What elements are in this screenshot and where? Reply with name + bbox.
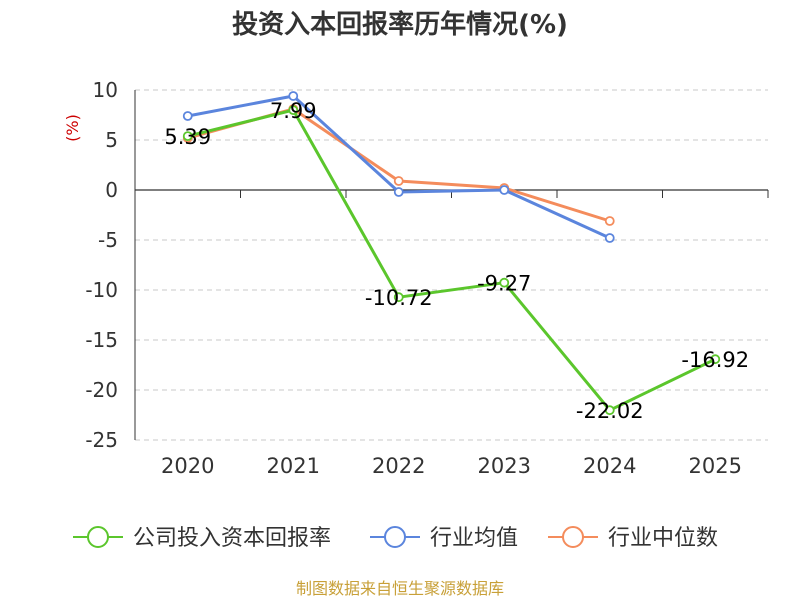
data-label: -10.72 [365, 286, 433, 310]
x-tick-label: 2020 [161, 454, 214, 478]
data-point[interactable] [182, 111, 193, 121]
y-tick-label: -20 [85, 378, 118, 402]
data-point[interactable] [499, 277, 510, 288]
series-line [187, 108, 716, 412]
gridlines [135, 89, 768, 441]
data-labels: 5.39 7.99 -10.72 -9.27 -22.02 -16.92 [164, 99, 749, 423]
x-axis-ticks: 2020 2021 2022 2023 2024 2025 [161, 454, 742, 478]
data-point[interactable] [710, 354, 721, 365]
data-label: 7.99 [270, 99, 317, 123]
data-label: -16.92 [681, 348, 749, 372]
data-point[interactable] [604, 216, 615, 226]
series-points [182, 91, 721, 416]
data-point[interactable] [499, 185, 510, 195]
x-tick-label: 2024 [583, 454, 636, 478]
data-point[interactable] [393, 176, 404, 186]
chart-title: 投资入本回报率历年情况(%) [232, 9, 568, 40]
series-line [187, 107, 611, 223]
data-point[interactable] [393, 187, 404, 197]
y-tick-label: -15 [85, 328, 118, 352]
legend-item[interactable]: 公司投入资本回报率 [73, 526, 331, 551]
legend-marker [562, 526, 584, 548]
data-point[interactable] [604, 233, 615, 243]
x-tick-label: 2023 [478, 454, 531, 478]
data-point[interactable] [182, 131, 193, 142]
legend-item[interactable]: 行业中位数 [548, 526, 718, 551]
legend-label: 行业均值 [430, 526, 518, 551]
legend-label: 行业中位数 [608, 526, 718, 551]
legend[interactable]: 公司投入资本回报率 行业均值 行业中位数 [73, 526, 718, 551]
x-tick-label: 2025 [689, 454, 742, 478]
data-label: -9.27 [477, 272, 531, 296]
series-line [187, 94, 611, 240]
y-tick-label: -5 [98, 228, 118, 252]
source-note: 制图数据来自恒生聚源数据库 [296, 579, 504, 598]
legend-item[interactable]: 行业均值 [370, 526, 518, 551]
y-axis-unit-label: (%) [63, 114, 82, 142]
axes [134, 90, 769, 440]
data-point[interactable] [288, 105, 299, 115]
data-label: -22.02 [576, 399, 644, 423]
data-point[interactable] [393, 292, 404, 303]
data-point[interactable] [288, 91, 299, 101]
data-point[interactable] [604, 405, 615, 416]
data-label: 5.39 [164, 125, 211, 149]
x-tick-label: 2021 [267, 454, 320, 478]
x-tick-label: 2022 [372, 454, 425, 478]
y-tick-label: -25 [85, 428, 118, 452]
legend-label: 公司投入资本回报率 [133, 526, 331, 551]
series-lines [187, 94, 716, 412]
legend-marker [384, 526, 406, 548]
legend-marker [87, 526, 109, 548]
y-tick-label: -10 [85, 278, 118, 302]
y-tick-label: 0 [105, 178, 118, 202]
y-axis-ticks: 10 5 0 -5 -10 -15 -20 -25 [85, 78, 118, 452]
y-tick-label: 10 [93, 78, 118, 102]
y-tick-label: 5 [105, 128, 118, 152]
